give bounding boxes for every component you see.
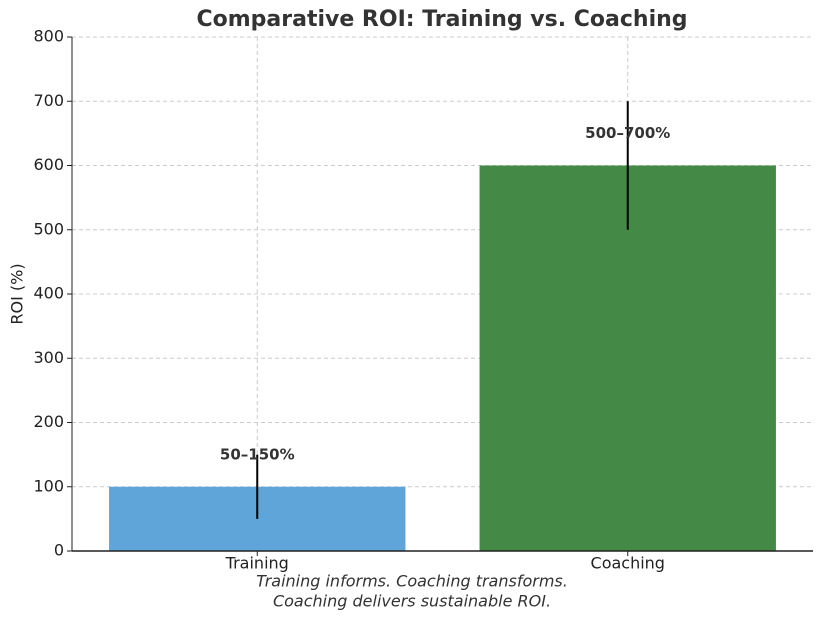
annotation: 50–150% xyxy=(220,445,295,463)
y-tick-label: 0 xyxy=(54,541,64,560)
y-tick-label: 800 xyxy=(33,27,64,46)
y-tick-label: 700 xyxy=(33,91,64,110)
y-tick-label: 600 xyxy=(33,155,64,174)
caption: Training informs. Coaching transforms. xyxy=(256,572,568,591)
x-tick-label: Training xyxy=(225,554,289,573)
chart-title: Comparative ROI: Training vs. Coaching xyxy=(196,7,687,32)
y-axis-label: ROI (%) xyxy=(8,263,27,324)
x-tick-label: Coaching xyxy=(591,554,665,573)
caption: Coaching delivers sustainable ROI. xyxy=(273,592,551,611)
y-tick-label: 400 xyxy=(33,284,64,303)
y-tick-label: 300 xyxy=(33,348,64,367)
y-tick-label: 500 xyxy=(33,219,64,238)
y-tick-label: 200 xyxy=(33,412,64,431)
y-tick-label: 100 xyxy=(33,476,64,495)
annotation: 500–700% xyxy=(585,124,670,142)
